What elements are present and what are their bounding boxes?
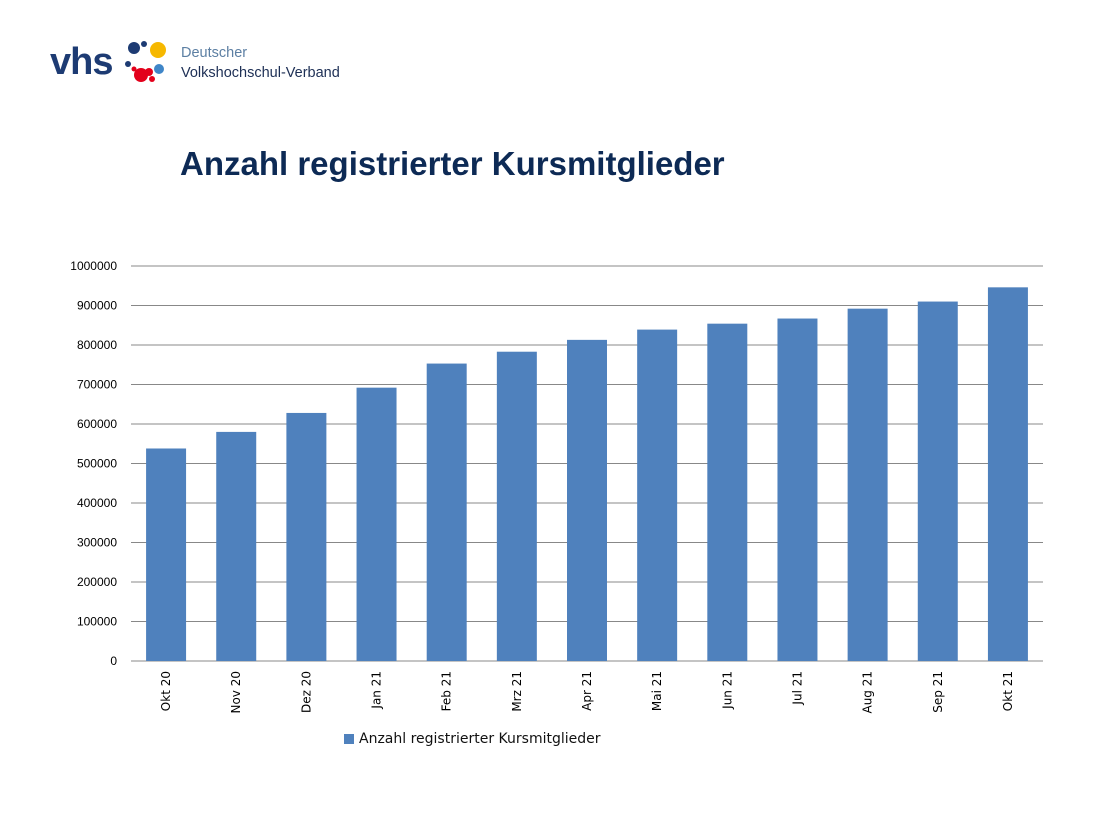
x-tick-label: Okt 20 bbox=[159, 671, 173, 711]
x-tick-label: Sep 21 bbox=[931, 671, 945, 713]
x-axis-tick-labels: Okt 20 Nov 20 Dez 20 Jan 21 Feb 21 Mrz 21 Apr … bbox=[159, 671, 1015, 714]
bar bbox=[637, 329, 678, 661]
legend-swatch bbox=[344, 734, 354, 744]
bars bbox=[146, 287, 1028, 661]
bar bbox=[987, 287, 1028, 661]
chart-title: Anzahl registrierter Kursmitglieder bbox=[180, 145, 725, 182]
y-tick-label: 1000000 bbox=[70, 259, 117, 273]
bar bbox=[847, 308, 888, 661]
bar bbox=[356, 387, 397, 661]
bar bbox=[567, 339, 607, 661]
bar bbox=[777, 318, 818, 661]
x-tick-label: Feb 21 bbox=[440, 671, 454, 711]
org-name-line2: Volkshochschul-Verband bbox=[181, 65, 340, 81]
x-tick-label: Dez 20 bbox=[299, 671, 313, 713]
x-tick-label: Mai 21 bbox=[650, 671, 664, 711]
bar bbox=[146, 448, 187, 661]
y-tick-label: 600000 bbox=[77, 417, 117, 431]
bar bbox=[426, 363, 467, 661]
y-tick-label: 700000 bbox=[77, 378, 117, 392]
x-tick-label: Jan 21 bbox=[370, 671, 384, 710]
x-tick-label: Mrz 21 bbox=[510, 671, 524, 712]
org-name-line1: Deutscher bbox=[181, 45, 248, 61]
y-tick-label: 900000 bbox=[77, 299, 117, 313]
bar bbox=[917, 301, 958, 661]
y-tick-label: 800000 bbox=[77, 338, 117, 352]
bar bbox=[707, 323, 748, 661]
legend: Anzahl registrierter Kursmitglieder bbox=[344, 731, 601, 747]
x-tick-label: Jul 21 bbox=[790, 671, 804, 706]
vhs-logo-mark: vhs bbox=[50, 41, 166, 83]
y-axis-tick-labels: 0 100000 200000 300000 400000 500000 600000 700… bbox=[70, 259, 117, 668]
x-tick-label: Aug 21 bbox=[861, 671, 875, 714]
y-tick-label: 300000 bbox=[77, 536, 117, 550]
y-tick-label: 200000 bbox=[77, 575, 117, 589]
y-tick-label: 400000 bbox=[77, 496, 117, 510]
bar bbox=[216, 431, 257, 661]
y-tick-label: 100000 bbox=[77, 615, 117, 629]
y-tick-label: 500000 bbox=[77, 457, 117, 471]
y-tick-label: 0 bbox=[110, 654, 117, 668]
bar bbox=[496, 351, 537, 661]
bar bbox=[286, 412, 327, 661]
legend-label: Anzahl registrierter Kursmitglieder bbox=[359, 731, 601, 747]
x-tick-label: Nov 20 bbox=[229, 671, 243, 714]
vhs-logo: vhs Deutscher Volkshochschul-Verband bbox=[50, 36, 370, 92]
x-tick-label: Apr 21 bbox=[580, 671, 594, 711]
vhs-logo-lettering: vhs bbox=[50, 41, 112, 83]
x-tick-label: Okt 21 bbox=[1001, 671, 1015, 711]
x-tick-label: Jun 21 bbox=[720, 671, 734, 710]
